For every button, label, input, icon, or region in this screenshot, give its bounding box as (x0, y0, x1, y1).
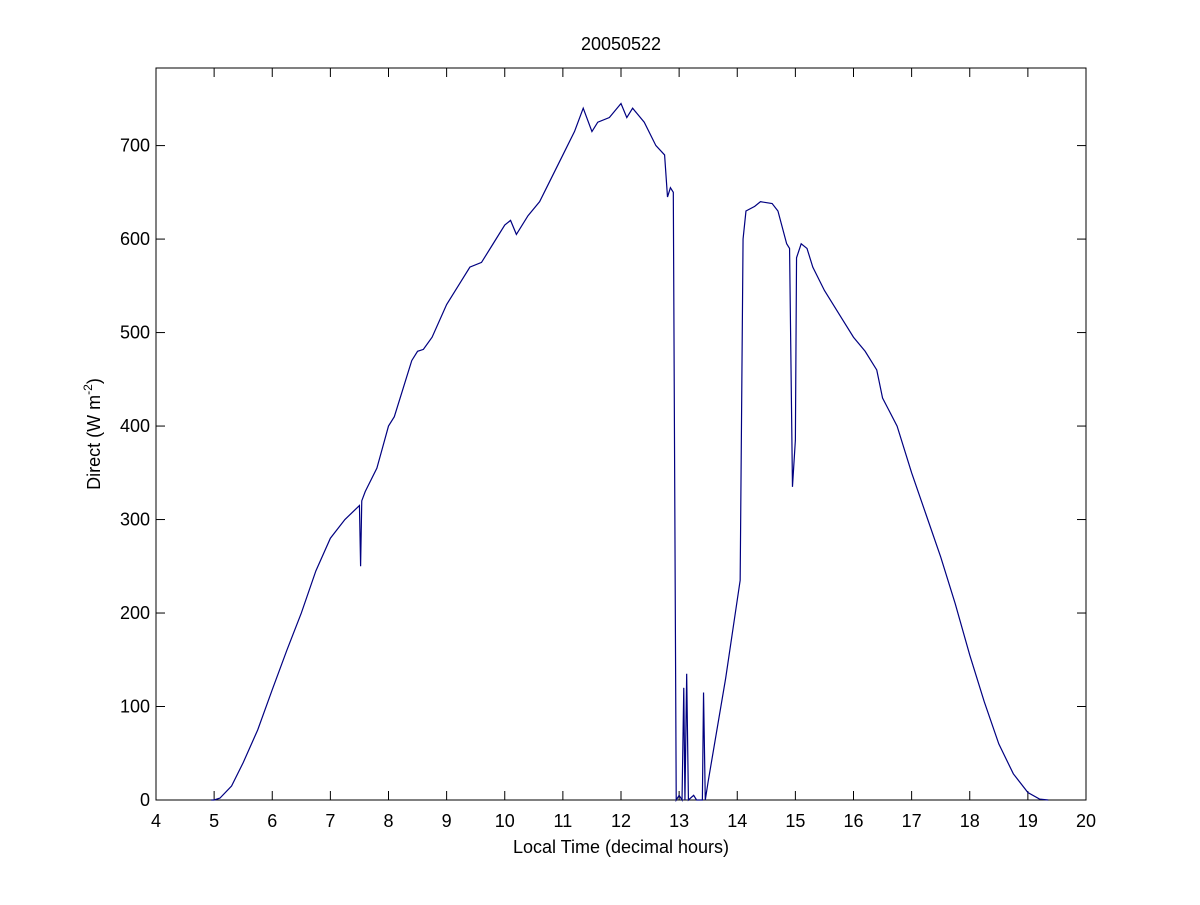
y-tick-label: 100 (120, 697, 150, 717)
x-tick-label: 19 (1018, 811, 1038, 831)
y-tick-label: 500 (120, 323, 150, 343)
x-tick-label: 8 (383, 811, 393, 831)
x-tick-label: 12 (611, 811, 631, 831)
x-tick-label: 10 (495, 811, 515, 831)
y-tick-label: 400 (120, 416, 150, 436)
chart-title: 20050522 (581, 34, 661, 54)
x-tick-label: 16 (843, 811, 863, 831)
y-tick-label: 200 (120, 603, 150, 623)
y-axis-label: Direct (W m-2) (81, 378, 104, 490)
y-label-text: Direct (W m (84, 395, 104, 490)
x-tick-label: 4 (151, 811, 161, 831)
x-tick-label: 20 (1076, 811, 1096, 831)
y-tick-label: 600 (120, 229, 150, 249)
x-tick-label: 9 (442, 811, 452, 831)
data-line (211, 102, 1049, 803)
x-tick-label: 15 (785, 811, 805, 831)
x-axis-label: Local Time (decimal hours) (513, 837, 729, 857)
x-tick-label: 11 (554, 811, 573, 831)
y-tick-label: 300 (120, 510, 150, 530)
x-tick-label: 7 (325, 811, 335, 831)
x-tick-label: 18 (960, 811, 980, 831)
y-label-sup: -2 (81, 384, 95, 395)
x-tick-label: 6 (267, 811, 277, 831)
x-tick-label: 5 (209, 811, 219, 831)
y-label-end: ) (84, 378, 104, 384)
x-tick-label: 14 (727, 811, 747, 831)
x-tick-label: 17 (902, 811, 922, 831)
x-tick-label: 13 (669, 811, 689, 831)
y-tick-label: 700 (120, 136, 150, 156)
y-tick-label: 0 (140, 790, 150, 810)
